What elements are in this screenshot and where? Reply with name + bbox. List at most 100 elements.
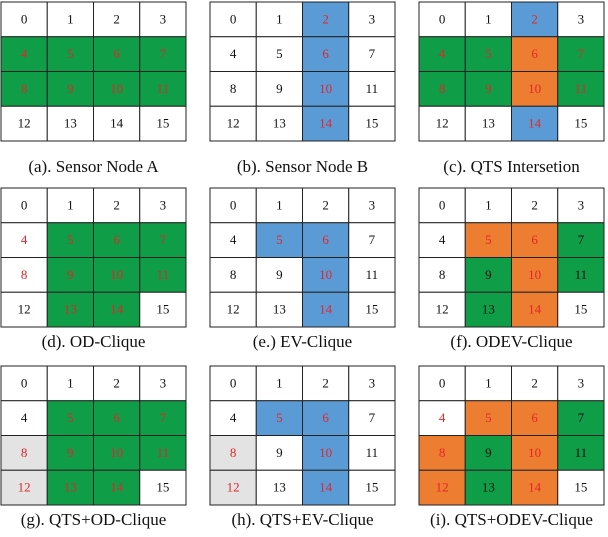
cell-label: 11 (575, 81, 588, 96)
cell-label: 13 (64, 116, 77, 131)
cell-label: 1 (485, 375, 492, 390)
cell-label: 13 (273, 116, 286, 131)
grid-cell (464, 71, 512, 107)
grid-cell (302, 187, 350, 224)
cell-label: 4 (21, 410, 28, 425)
grid-cell (139, 187, 187, 224)
cell-label: 5 (485, 46, 492, 61)
caption: (b). Sensor Node B (237, 157, 368, 176)
grid-cell (557, 1, 605, 38)
grid-cell (255, 222, 303, 258)
grid-cell (0, 469, 48, 506)
cell-label: 14 (528, 116, 542, 131)
cell-label: 7 (160, 46, 167, 61)
cell-label: 2 (531, 11, 538, 26)
cell-label: 0 (230, 197, 237, 212)
grid-cell (557, 222, 605, 258)
cell-label: 3 (578, 197, 585, 212)
grid-cell (209, 222, 257, 258)
grid-cell (348, 469, 396, 506)
cell-label: 10 (110, 267, 123, 282)
grid-cell (139, 1, 187, 38)
grid-cell (348, 291, 396, 328)
grid-cell (46, 291, 94, 328)
cell-label: 10 (110, 81, 123, 96)
cell-label: 14 (319, 480, 333, 495)
grid-cell (418, 222, 466, 258)
cell-label: 0 (439, 11, 446, 26)
cell-label: 5 (67, 232, 74, 247)
grid-cell (348, 71, 396, 107)
caption: (a). Sensor Node A (28, 157, 159, 176)
cell-label: 1 (67, 11, 74, 26)
cell-label: 15 (365, 116, 378, 131)
cell-label: 3 (369, 11, 376, 26)
cell-label: 6 (113, 46, 120, 61)
cell-label: 8 (21, 81, 28, 96)
cell-label: 8 (21, 267, 28, 282)
grid-cell (464, 291, 512, 328)
cell-label: 6 (322, 232, 329, 247)
grid-cell (255, 1, 303, 38)
cell-label: 6 (113, 232, 120, 247)
cell-label: 11 (157, 81, 170, 96)
cell-label: 1 (67, 197, 74, 212)
cell-label: 8 (439, 445, 446, 460)
cell-label: 9 (276, 267, 283, 282)
grid-cell (255, 291, 303, 328)
grid-cell (0, 105, 48, 142)
cell-label: 12 (18, 116, 31, 131)
cell-label: 5 (67, 410, 74, 425)
caption: (h). QTS+EV-Clique (231, 510, 373, 529)
grid-cell (139, 36, 187, 72)
cell-label: 7 (578, 410, 585, 425)
grid-cell (93, 400, 141, 436)
grid-cell (209, 1, 257, 38)
cell-label: 11 (366, 445, 379, 460)
cell-label: 14 (528, 302, 542, 317)
cell-label: 0 (21, 11, 28, 26)
cell-label: 1 (67, 375, 74, 390)
cell-label: 10 (528, 445, 541, 460)
grid-cell (46, 469, 94, 506)
grid-cell (348, 36, 396, 72)
cell-label: 13 (482, 302, 495, 317)
cell-label: 3 (578, 375, 585, 390)
grid-cell (302, 435, 350, 471)
cell-label: 5 (67, 46, 74, 61)
grid-cell (255, 187, 303, 224)
cell-label: 1 (276, 11, 283, 26)
grid-cell (464, 105, 512, 142)
grid-cell (139, 435, 187, 471)
cell-label: 11 (157, 267, 170, 282)
cell-label: 3 (160, 375, 167, 390)
cell-label: 1 (485, 11, 492, 26)
cell-label: 9 (485, 267, 492, 282)
grid-cell (348, 105, 396, 142)
cell-label: 14 (110, 116, 124, 131)
cell-label: 4 (439, 232, 446, 247)
cell-label: 5 (485, 232, 492, 247)
caption: (g). QTS+OD-Clique (21, 510, 167, 529)
grid-cell (302, 365, 350, 402)
cell-label: 2 (531, 197, 538, 212)
cell-label: 4 (21, 46, 28, 61)
grid-cell (46, 1, 94, 38)
grid-cell (464, 187, 512, 224)
grid-cell (348, 257, 396, 293)
grid-cell (302, 291, 350, 328)
cell-label: 3 (369, 375, 376, 390)
cell-label: 2 (531, 375, 538, 390)
cell-label: 8 (230, 267, 237, 282)
cell-label: 3 (160, 197, 167, 212)
cell-label: 1 (276, 197, 283, 212)
cell-label: 4 (439, 46, 446, 61)
grid-cell (93, 187, 141, 224)
cell-label: 12 (436, 480, 449, 495)
grid-cell (93, 222, 141, 258)
grid-cell (0, 222, 48, 258)
cell-label: 8 (439, 81, 446, 96)
grid-cell (302, 257, 350, 293)
grid-cell (302, 469, 350, 506)
cell-label: 13 (64, 480, 77, 495)
